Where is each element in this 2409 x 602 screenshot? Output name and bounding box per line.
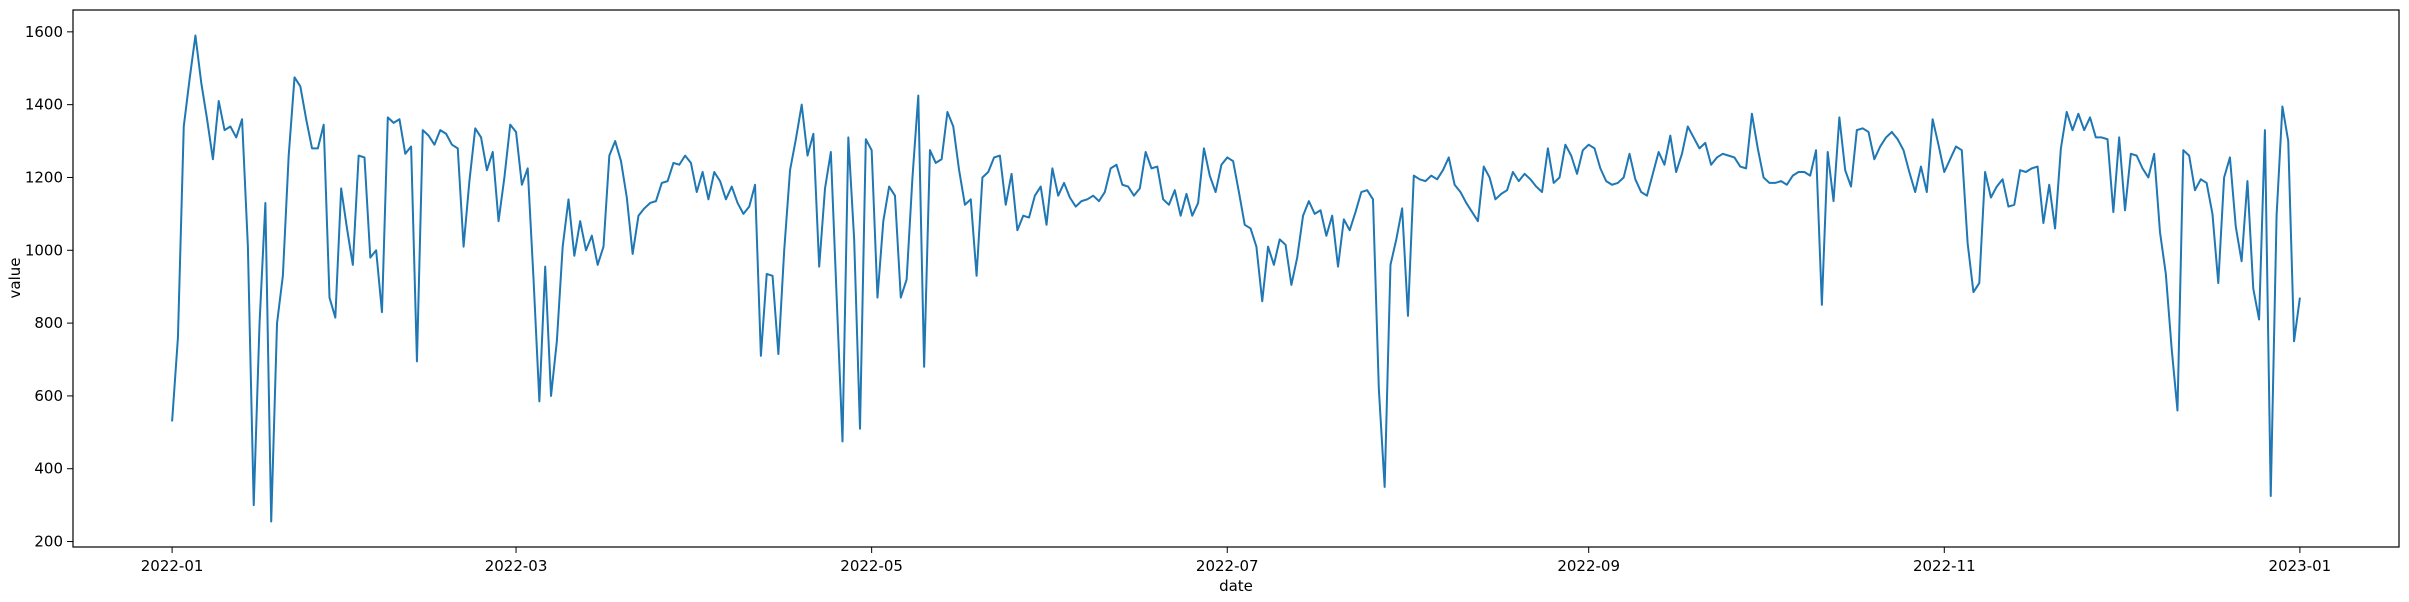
plot-area — [171, 34, 2301, 523]
y-axis-label: value — [6, 258, 24, 299]
y-axis: 200 400 600 800 1000 1200 1400 1600 — [25, 23, 73, 551]
x-tick-label: 2022-09 — [1557, 557, 1620, 575]
x-tick-label: 2022-01 — [141, 557, 204, 575]
y-tick-label: 600 — [34, 387, 63, 405]
y-tick-label: 400 — [34, 460, 63, 478]
x-tick-label: 2022-03 — [485, 557, 548, 575]
y-tick-label: 200 — [34, 533, 63, 551]
x-axis-label: date — [1219, 577, 1253, 595]
x-tick-label: 2022-05 — [840, 557, 903, 575]
y-tick-label: 1200 — [25, 168, 63, 186]
y-tick-label: 1600 — [25, 23, 63, 41]
series-line — [171, 34, 2301, 523]
x-tick-label: 2023-01 — [2269, 557, 2332, 575]
x-axis: 2022-01 2022-03 2022-05 2022-07 2022-09 2022-… — [141, 547, 2331, 575]
y-tick-label: 1400 — [25, 96, 63, 114]
y-tick-label: 1000 — [25, 241, 63, 259]
y-tick-label: 800 — [34, 314, 63, 332]
x-tick-label: 2022-07 — [1196, 557, 1259, 575]
x-tick-label: 2022-11 — [1913, 557, 1976, 575]
plot-frame — [72, 9, 2400, 548]
